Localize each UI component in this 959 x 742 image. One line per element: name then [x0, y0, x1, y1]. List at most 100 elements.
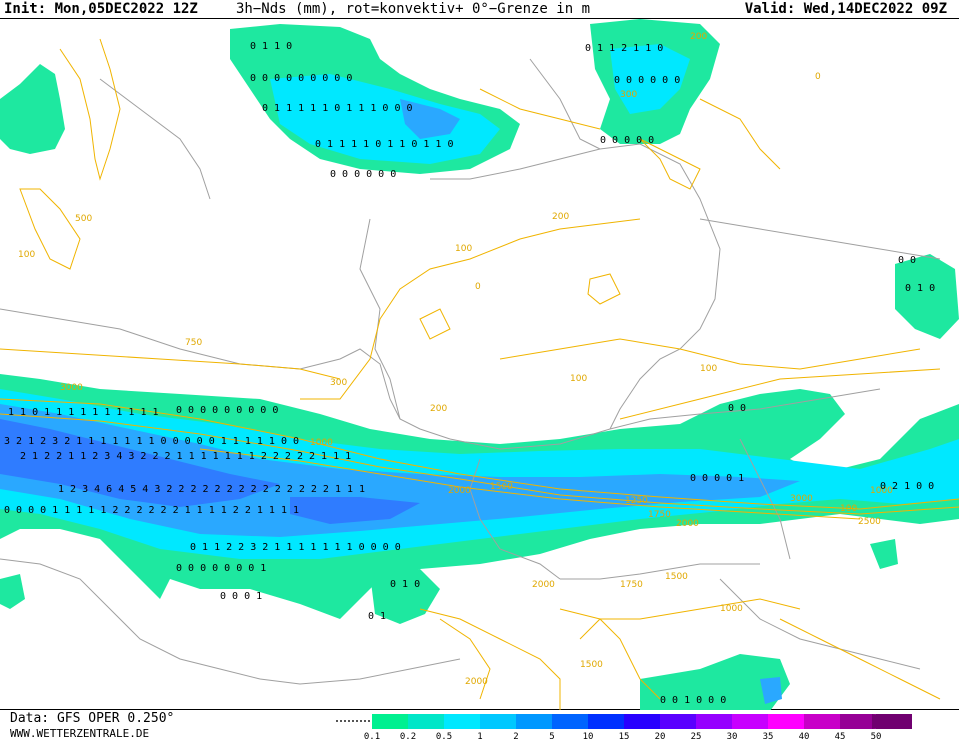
freezing-level-contours [0, 38, 959, 711]
legend-swatch [732, 714, 768, 729]
precip-value-row: 0 0 [728, 403, 746, 414]
precip-value-row: 1 2 3 4 6 4 5 4 3 2 2 2 2 2 2 2 2 2 2 2 … [58, 484, 365, 495]
legend-swatch [444, 714, 480, 729]
valid-time: Valid: Wed,14DEC2022 09Z [744, 1, 947, 17]
precip-value-row: 0 1 1 2 1 1 0 [585, 43, 663, 54]
legend-label: 35 [762, 732, 774, 742]
legend-swatch [696, 714, 732, 729]
precip-area-southeast [640, 654, 790, 711]
contour-label: 2000 [448, 486, 471, 496]
legend-swatch [480, 714, 516, 729]
precip-value-row: 0 1 1 0 [250, 41, 292, 52]
contour-label: 100 [700, 364, 717, 374]
contour-label: 1000 [870, 486, 893, 496]
legend-label: 0.1 [363, 732, 381, 742]
website-label: WWW.WETTERZENTRALE.DE [10, 727, 150, 740]
precip-value-row: 0 1 0 [905, 283, 935, 294]
precip-value-row: 0 0 0 1 [220, 591, 262, 602]
precip-area-east-small [870, 539, 898, 569]
contour-label: 3000 [790, 494, 813, 504]
legend-swatch [768, 714, 804, 729]
contour-label: 100 [570, 374, 587, 384]
precip-value-row: 0 0 0 0 0 [600, 135, 654, 146]
contour-label: 1500 [665, 572, 688, 582]
legend-label: 15 [618, 732, 630, 742]
precip-area-northwest-blue [400, 99, 460, 139]
contour-label: 1000 [310, 438, 333, 448]
legend-swatch [408, 714, 444, 729]
precip-value-row: 0 0 0 0 1 1 1 1 1 2 2 2 2 2 2 1 1 1 1 2 … [4, 505, 299, 516]
contour-label: 300 [620, 90, 637, 100]
precip-area-south [370, 569, 440, 624]
precip-value-row: 0 0 0 0 0 0 0 1 [176, 563, 266, 574]
contour-label: 1750 [620, 580, 643, 590]
precip-area-southwest [0, 574, 25, 609]
contour-label: 1250 [625, 496, 648, 506]
country-borders [0, 58, 941, 685]
precip-area-west [0, 64, 65, 154]
init-time: Init: Mon,05DEC2022 12Z [4, 1, 198, 17]
contour-label: 200 [430, 404, 447, 414]
legend-low-arrow [336, 720, 370, 722]
contour-label: 0 [475, 282, 481, 292]
precip-value-row: 0 0 0 0 0 0 [614, 75, 680, 86]
legend-swatch [840, 714, 876, 729]
contour-label: 2000 [676, 519, 699, 529]
legend-label: 45 [834, 732, 846, 742]
precip-area-northwest-core [270, 74, 500, 164]
legend-label: 5 [549, 732, 555, 742]
contour-label: 2000 [532, 580, 555, 590]
precip-area-northeast-core [610, 44, 690, 114]
map-header: Init: Mon,05DEC2022 12Z 3h−Nds (mm), rot… [0, 0, 959, 18]
contour-label: 3000 [60, 383, 83, 393]
contour-label-group: 500 100 750 3000 300 200 100 200 0 100 1… [18, 32, 893, 687]
legend-label: 10 [582, 732, 594, 742]
precip-value-row: 3 2 1 2 3 2 1 1 1 1 1 1 1 0 0 0 0 0 1 1 … [4, 436, 299, 447]
legend-swatch [516, 714, 552, 729]
precip-value-row: 0 0 0 0 0 0 0 0 0 [250, 73, 352, 84]
contour-label: 2500 [858, 517, 881, 527]
precip-band-deep-2 [290, 497, 420, 524]
precip-value-row: 0 1 1 1 1 0 1 1 0 1 1 0 [315, 139, 453, 150]
contour-label: 750 [185, 338, 202, 348]
contour-label: 500 [75, 214, 92, 224]
weather-map: 500 100 750 3000 300 200 100 200 0 100 1… [0, 18, 959, 711]
legend-swatch [372, 714, 408, 729]
legend-swatch [660, 714, 696, 729]
precipitation-map: 500 100 750 3000 300 200 100 200 0 100 1… [0, 19, 959, 711]
contour-label: 100 [18, 250, 35, 260]
contour-label: 0 [815, 72, 821, 82]
precip-value-row: 0 0 1 0 0 0 [660, 695, 726, 706]
contour-label: 1500 [580, 660, 603, 670]
precip-area-east [895, 254, 959, 339]
map-title: 3h−Nds (mm), rot=konvektiv+ 0°−Grenze in… [236, 1, 591, 17]
legend-label: 30 [726, 732, 738, 742]
legend-label: 20 [654, 732, 666, 742]
precip-value-row: 0 1 [368, 611, 386, 622]
legend-label: 25 [690, 732, 702, 742]
contour-label: 2000 [465, 677, 488, 687]
contour-label: 100 [455, 244, 472, 254]
precip-legend: 0.1 0.2 0.5 1 2 5 10 15 20 25 30 35 40 45 50 [336, 714, 956, 742]
map-footer: Data: GFS OPER 0.250° WWW.WETTERZENTRALE… [0, 710, 959, 742]
legend-label: 40 [798, 732, 810, 742]
contour-label: 1500 [490, 482, 513, 492]
precip-value-row: 0 1 1 2 2 3 2 1 1 1 1 1 1 1 0 0 0 0 [190, 542, 401, 553]
precip-area-southeast-core [760, 677, 782, 704]
precip-value-row: 0 1 0 [390, 579, 420, 590]
contour-label: 200 [552, 212, 569, 222]
precip-value-row: 0 0 [898, 255, 916, 266]
contour-label: 1750 [648, 510, 671, 520]
precip-value-row: 0 0 0 0 0 0 0 0 0 [176, 405, 278, 416]
precip-layer [0, 19, 959, 711]
contour-label: 200 [690, 32, 707, 42]
precip-value-row: 2 1 2 2 1 1 2 3 4 3 2 2 2 1 1 1 1 1 1 1 … [20, 451, 351, 462]
legend-swatch [804, 714, 840, 729]
legend-label: 50 [870, 732, 882, 742]
legend-label: 2 [513, 732, 519, 742]
contour-label: 300 [330, 378, 347, 388]
precip-value-row: 0 0 0 0 1 [690, 473, 744, 484]
legend-swatch [624, 714, 660, 729]
precip-value-row: 0 2 1 0 0 [880, 481, 934, 492]
legend-label: 1 [477, 732, 483, 742]
